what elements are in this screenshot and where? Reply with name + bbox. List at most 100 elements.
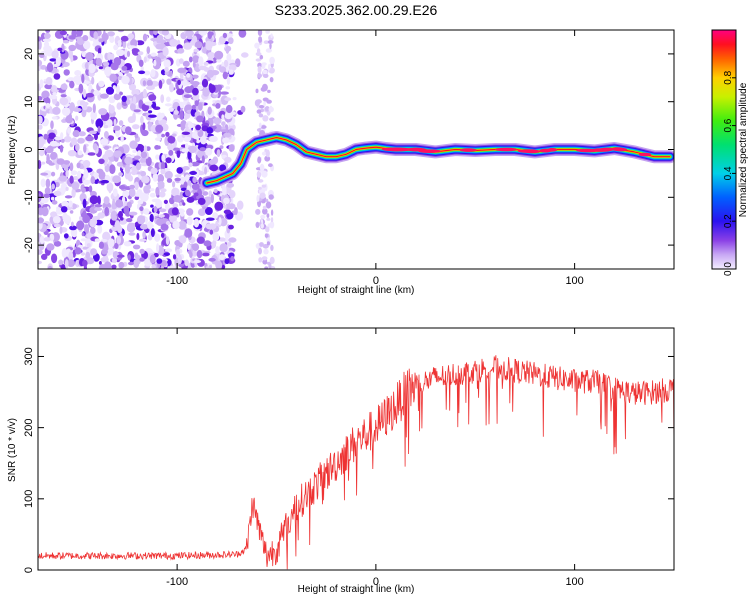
noise-blob: [221, 121, 226, 127]
noise-blob: [270, 244, 274, 251]
noise-blob: [58, 175, 67, 182]
noise-blob: [111, 257, 118, 264]
noise-blob: [63, 160, 71, 165]
noise-blob: [159, 214, 165, 218]
noise-blob: [164, 67, 169, 73]
noise-blob: [150, 228, 155, 238]
noise-blob: [173, 195, 182, 203]
noise-blob: [254, 99, 260, 107]
noise-blob: [223, 132, 232, 138]
noise-blob: [123, 205, 130, 214]
noise-blob: [129, 103, 136, 111]
noise-blob: [228, 69, 234, 75]
noise-blob: [219, 91, 229, 95]
noise-blob: [219, 164, 227, 172]
noise-blob: [95, 118, 104, 129]
noise-blob: [121, 95, 127, 103]
noise-blob: [149, 213, 154, 223]
noise-blob: [62, 39, 70, 44]
noise-blob: [262, 97, 269, 102]
noise-blob: [266, 217, 271, 221]
noise-blob: [98, 241, 105, 249]
noise-blob: [39, 79, 44, 89]
top-y-tick-label: -10: [23, 189, 35, 205]
noise-blob: [104, 66, 112, 77]
noise-blob: [255, 221, 260, 228]
noise-blob: [38, 40, 42, 50]
bottom-y-tick-label: 200: [23, 418, 35, 436]
noise-blob: [82, 179, 90, 186]
noise-blob: [113, 44, 119, 51]
noise-blob: [137, 215, 146, 225]
noise-blob: [149, 254, 156, 264]
noise-blob: [139, 257, 145, 262]
noise-blob: [126, 50, 131, 58]
noise-blob: [261, 170, 268, 178]
noise-blob: [228, 64, 237, 71]
noise-blob: [256, 194, 260, 203]
noise-blob: [100, 239, 108, 243]
noise-blob: [143, 56, 147, 63]
noise-blob: [90, 110, 98, 120]
noise-blob: [259, 242, 264, 247]
noise-blob: [39, 235, 45, 244]
noise-blob: [254, 42, 260, 49]
noise-blob: [267, 89, 271, 93]
noise-blob: [166, 96, 171, 103]
noise-blob: [208, 84, 216, 94]
noise-blob: [102, 61, 110, 67]
noise-blob: [39, 53, 45, 59]
noise-blob: [213, 188, 218, 194]
noise-blob: [191, 104, 196, 110]
noise-blob: [202, 206, 207, 210]
noise-blob: [125, 126, 132, 135]
noise-blob: [184, 228, 193, 238]
noise-blob: [69, 210, 74, 214]
noise-blob: [196, 236, 205, 244]
noise-blob: [110, 62, 119, 71]
noise-blob: [93, 90, 100, 96]
noise-blob: [103, 157, 108, 167]
noise-blob: [187, 123, 195, 129]
noise-blob: [45, 146, 54, 154]
noise-blob: [40, 196, 49, 204]
noise-blob: [260, 223, 265, 229]
noise-blob: [46, 62, 54, 73]
noise-blob: [205, 217, 215, 221]
noise-blob: [124, 156, 133, 165]
noise-blob: [222, 32, 228, 39]
noise-blob: [77, 137, 85, 144]
noise-blob: [197, 170, 206, 176]
noise-blob: [124, 48, 128, 58]
noise-blob: [194, 100, 199, 107]
noise-blob: [181, 131, 191, 135]
noise-blob: [92, 103, 96, 113]
noise-blob: [44, 83, 53, 90]
noise-blob: [221, 265, 226, 269]
noise-blob: [209, 229, 214, 235]
noise-blob: [155, 137, 161, 142]
top-y-label: Frequency (Hz): [7, 116, 18, 185]
noise-blob: [131, 89, 140, 96]
noise-blob: [192, 55, 200, 63]
noise-blob: [155, 43, 164, 50]
noise-blob: [174, 265, 179, 269]
noise-blob: [198, 56, 204, 66]
noise-blob: [146, 46, 151, 54]
noise-blob: [207, 52, 216, 59]
noise-blob: [62, 212, 68, 221]
noise-blob: [38, 249, 43, 255]
noise-blob: [120, 35, 129, 42]
noise-blob: [181, 148, 190, 153]
noise-blob: [112, 175, 121, 184]
noise-blob: [187, 243, 191, 251]
noise-blob: [179, 202, 183, 207]
noise-blob: [41, 253, 48, 260]
noise-blob: [165, 157, 172, 164]
noise-blob: [180, 212, 185, 217]
noise-blob: [97, 47, 102, 55]
noise-blob: [152, 173, 158, 182]
noise-blob: [172, 203, 179, 209]
noise-blob: [94, 133, 98, 141]
noise-blob: [156, 243, 160, 253]
